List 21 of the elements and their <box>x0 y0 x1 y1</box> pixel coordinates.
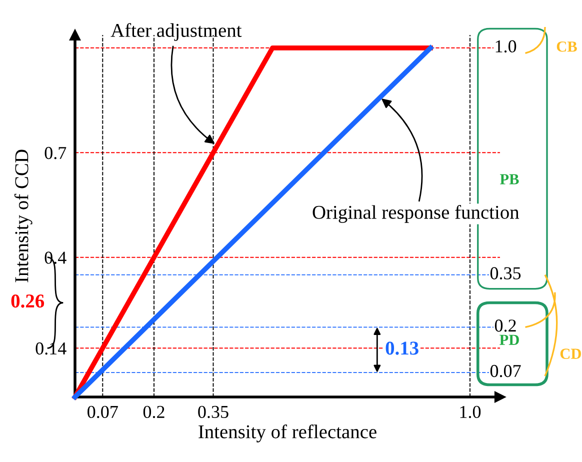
annotation: PD <box>500 334 519 345</box>
text: 0.26 <box>11 294 44 308</box>
y-tick-label: 0.4 <box>44 252 66 264</box>
text: CB <box>556 41 577 52</box>
y-tick-label: 0.14 <box>36 342 66 355</box>
annotation: After adjustment <box>110 23 242 41</box>
text: CD <box>560 348 581 359</box>
x-tick-label: 0.2 <box>143 406 164 418</box>
annotation: 0.07 <box>490 364 521 378</box>
y-tick-label: 0.7 <box>44 146 66 160</box>
annotation: 1.0 <box>496 40 516 53</box>
x-tick-label: 1.0 <box>460 406 481 418</box>
annotation: 0.35 <box>490 267 521 280</box>
x-axis-title: Intensity of reflectance <box>198 424 376 442</box>
annotation: 0.2 <box>494 320 516 332</box>
annotation: Original response function <box>312 205 520 223</box>
y-axis-title: Intensity of CCD <box>14 150 32 282</box>
x-tick-label: 0.07 <box>88 406 118 418</box>
x-tick-label: 0.35 <box>198 406 228 418</box>
annotation: PB <box>500 174 519 184</box>
annotation: 0.13 <box>386 342 418 355</box>
